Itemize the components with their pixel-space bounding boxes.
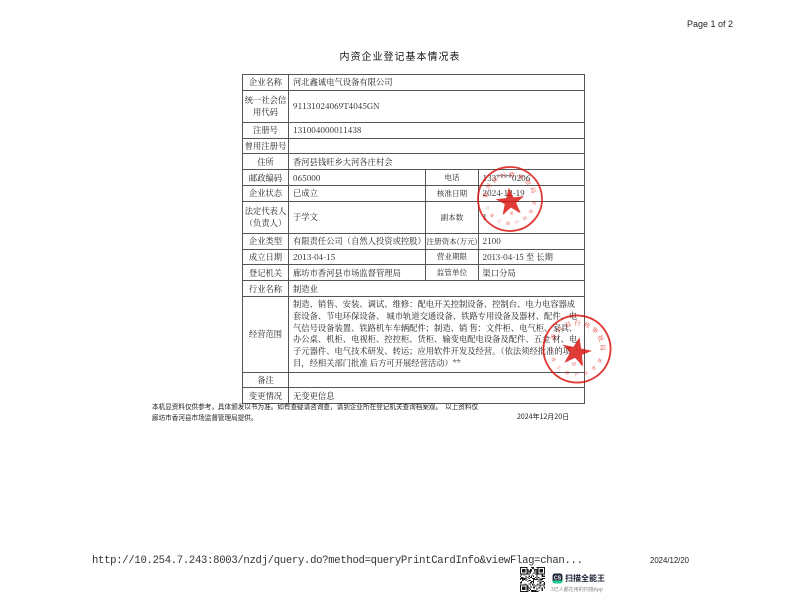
svg-text:部: 部 bbox=[596, 357, 605, 365]
svg-text:营: 营 bbox=[590, 364, 598, 373]
svg-text:局: 局 bbox=[599, 344, 608, 351]
svg-text:批: 批 bbox=[595, 333, 606, 342]
svg-text:CS: CS bbox=[554, 575, 562, 581]
svg-text:审: 审 bbox=[590, 325, 601, 336]
